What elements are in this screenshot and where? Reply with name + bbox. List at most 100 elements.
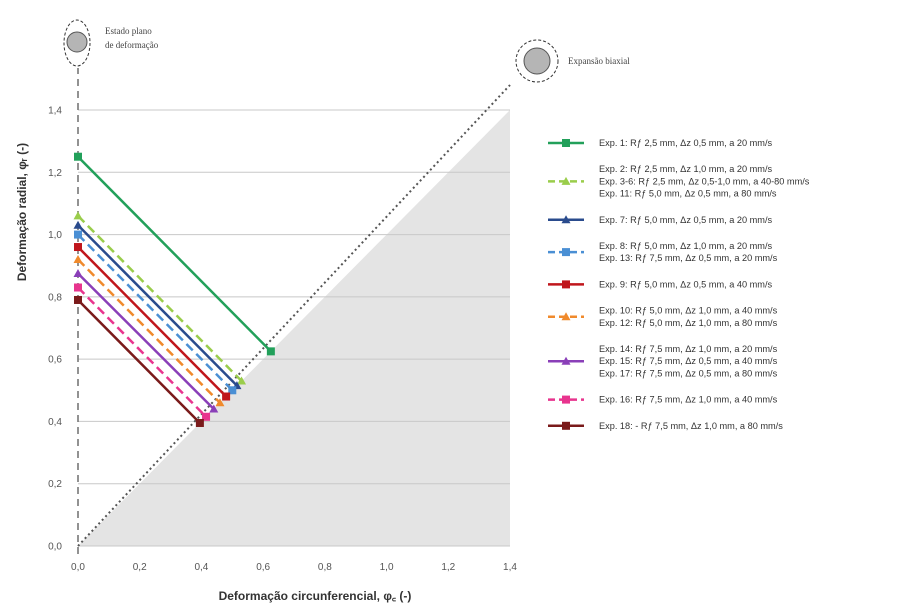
plane-strain-label-line2: de deformação [105, 40, 159, 50]
reference-lines [77, 68, 511, 554]
series-point [73, 254, 83, 263]
series-line [77, 224, 238, 387]
legend-swatch-marker [561, 356, 571, 365]
series-point [74, 230, 82, 239]
legend-label: Exp. 15: Rƒ 7,5 mm, Δz 0,5 mm, a 40 mm/s [599, 356, 778, 366]
legend-swatch-marker [562, 248, 570, 257]
legend-label: Exp. 13: Rƒ 7,5 mm, Δz 0,5 mm, a 20 mm/s [599, 253, 778, 263]
legend-swatch-marker [562, 395, 570, 404]
series-point [73, 220, 83, 229]
tick-labels: 0,0 0,2 0,4 0,6 0,8 1,0 1,2 1,4 0,0 0,2 0,4 0,6 0,8 1… [48, 106, 517, 574]
biaxial-annotation: Expansão biaxial [515, 39, 630, 83]
series-point [266, 347, 275, 356]
biaxial-shaded-area [78, 110, 510, 546]
legend-label: Exp. 12: Rƒ 5,0 mm, Δz 1,0 mm, a 80 mm/s [599, 318, 778, 328]
legend-entry-9: Exp. 18: - Rƒ 7,5 mm, Δz 1,0 mm, a 80 mm… [548, 421, 783, 431]
legend-label: Exp. 16: Rƒ 7,5 mm, Δz 1,0 mm, a 40 mm/s [599, 395, 778, 405]
series-point [73, 269, 83, 277]
series-point [74, 243, 82, 252]
series-point [74, 295, 82, 304]
x-tick-label: 0,4 [194, 562, 208, 573]
biaxial-region [78, 110, 510, 546]
legend-swatch-marker [561, 312, 571, 321]
legend-swatch-marker [561, 176, 571, 185]
legend-label: Exp. 18: - Rƒ 7,5 mm, Δz 1,0 mm, a 80 mm… [599, 421, 783, 431]
series-line [77, 258, 221, 404]
legend-entry-5: Exp. 9: Rƒ 5,0 mm, Δz 0,5 mm, a 40 mm/s [548, 279, 772, 289]
series-point [215, 398, 225, 407]
legend-swatch-marker [562, 280, 570, 289]
series-7 [73, 269, 219, 413]
legend-swatch-marker [561, 215, 571, 224]
y-axis-title: Deformação radial, φᵣ (-) [15, 143, 29, 281]
legend-label: Exp. 11: Rƒ 5,0 mm, Δz 0,5 mm, a 80 mm/s [599, 189, 777, 199]
legend-entry-4: Exp. 8: Rƒ 5,0 mm, Δz 1,0 mm, a 20 mm/s E… [548, 241, 778, 263]
series-line [77, 246, 228, 398]
series-5 [74, 243, 231, 401]
series-line [77, 299, 201, 424]
legend-entry-3: Exp. 7: Rƒ 5,0 mm, Δz 0,5 mm, a 20 mm/s [548, 215, 772, 225]
series [73, 152, 275, 427]
plane-strain-label-line1: Estado plano [105, 26, 152, 36]
biaxial-disc [523, 47, 551, 75]
series-line [77, 233, 234, 392]
series-point [209, 404, 219, 413]
series-point [195, 418, 204, 427]
legend-label: Exp. 17: Rƒ 7,5 mm, Δz 0,5 mm, a 80 mm/s [599, 368, 778, 378]
biaxial-label: Expansão biaxial [568, 56, 630, 66]
series-1 [74, 152, 275, 356]
series-point [202, 412, 211, 421]
x-axis-title: Deformação circunferencial, φ꜀ (-) [219, 589, 412, 603]
legend-swatch-marker [562, 421, 570, 430]
series-point [237, 376, 247, 385]
y-tick-label: 0,6 [48, 355, 62, 366]
x-tick-label: 1,4 [503, 562, 517, 573]
y-tick-label: 1,0 [48, 230, 62, 241]
legend-label: Exp. 10: Rƒ 5,0 mm, Δz 1,0 mm, a 40 mm/s [599, 306, 778, 316]
series-line [77, 272, 215, 410]
x-tick-label: 0,6 [256, 562, 270, 573]
legend-label: Exp. 1: Rƒ 2,5 mm, Δz 0,5 mm, a 20 mm/s [599, 138, 772, 148]
legend-label: Exp. 8: Rƒ 5,0 mm, Δz 1,0 mm, a 20 mm/s [599, 241, 772, 251]
series-line [77, 215, 243, 382]
legend-label: Exp. 9: Rƒ 5,0 mm, Δz 0,5 mm, a 40 mm/s [599, 279, 772, 289]
series-6 [73, 254, 225, 407]
series-4 [74, 230, 237, 395]
x-tick-label: 0,2 [133, 562, 147, 573]
plane-strain-annotation: Estado plano de deformação [63, 19, 159, 67]
series-point [74, 152, 82, 161]
legend-label: Exp. 3-6: Rƒ 2,5 mm, Δz 0,5-1,0 mm, a 40… [599, 176, 810, 186]
x-tick-label: 1,0 [380, 562, 394, 573]
y-tick-label: 0,2 [48, 479, 62, 490]
plane-strain-outline [63, 19, 91, 67]
x-tick-label: 0,0 [71, 562, 85, 573]
legend-entry-6: Exp. 10: Rƒ 5,0 mm, Δz 1,0 mm, a 40 mm/s… [548, 306, 778, 328]
legend-label: Exp. 2: Rƒ 2,5 mm, Δz 1,0 mm, a 20 mm/s [599, 164, 772, 174]
series-line [77, 286, 207, 418]
legend-entry-2: Exp. 2: Rƒ 2,5 mm, Δz 1,0 mm, a 20 mm/s E… [548, 164, 810, 199]
series-2 [73, 211, 247, 385]
plane-strain-disc [66, 31, 88, 53]
y-tick-label: 0,4 [48, 417, 62, 428]
series-line [77, 155, 272, 353]
legend-entry-1: Exp. 1: Rƒ 2,5 mm, Δz 0,5 mm, a 20 mm/s [548, 138, 772, 148]
legend-label: Exp. 7: Rƒ 5,0 mm, Δz 0,5 mm, a 20 mm/s [599, 215, 772, 225]
legend-label: Exp. 14: Rƒ 7,5 mm, Δz 1,0 mm, a 20 mm/s [599, 344, 778, 354]
biaxial-line [77, 84, 511, 547]
series-3 [73, 220, 242, 390]
y-tick-label: 1,4 [48, 106, 62, 117]
series-point [228, 386, 237, 395]
series-point [74, 283, 82, 292]
series-8 [74, 283, 211, 421]
series-point [73, 211, 83, 220]
legend-entry-7: Exp. 14: Rƒ 7,5 mm, Δz 1,0 mm, a 20 mm/s… [548, 344, 778, 378]
biaxial-outline [515, 39, 559, 83]
y-tick-label: 0,8 [48, 292, 62, 303]
y-tick-label: 0,0 [48, 542, 62, 553]
y-tick-label: 1,2 [48, 168, 62, 179]
x-tick-label: 1,2 [441, 562, 455, 573]
legend-entry-8: Exp. 16: Rƒ 7,5 mm, Δz 1,0 mm, a 40 mm/s [548, 395, 778, 405]
legend-swatch-marker [562, 139, 570, 147]
legend: Exp. 1: Rƒ 2,5 mm, Δz 0,5 mm, a 20 mm/s E… [548, 138, 810, 431]
